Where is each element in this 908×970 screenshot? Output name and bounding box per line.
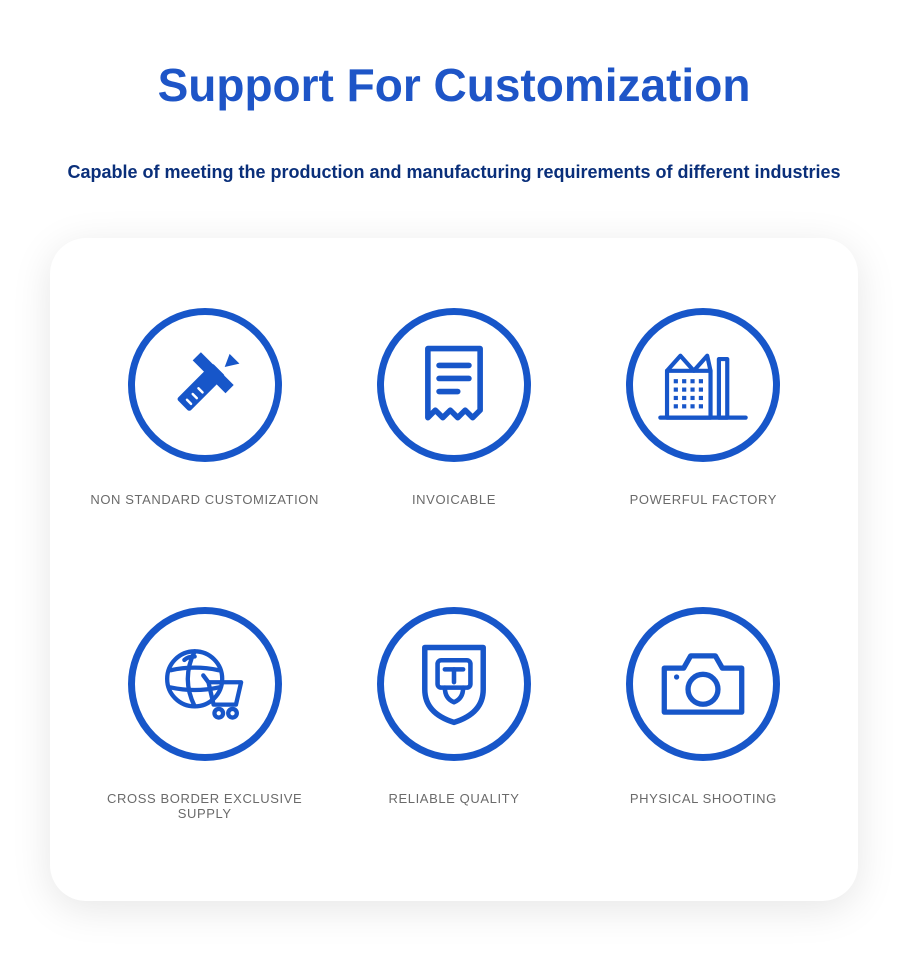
features-grid: NON STANDARD CUSTOMIZATION INVOICABLE (90, 308, 818, 821)
feature-shooting: PHYSICAL SHOOTING (589, 607, 818, 821)
feature-customization: NON STANDARD CUSTOMIZATION (90, 308, 319, 507)
feature-label: INVOICABLE (412, 492, 496, 507)
feature-label: NON STANDARD CUSTOMIZATION (90, 492, 319, 507)
factory-icon (657, 346, 749, 424)
pencil-ruler-icon (164, 344, 246, 426)
feature-circle (128, 308, 282, 462)
features-card: NON STANDARD CUSTOMIZATION INVOICABLE (50, 238, 858, 901)
globe-cart-icon (162, 644, 248, 724)
feature-circle (377, 607, 531, 761)
feature-circle (626, 308, 780, 462)
page-title: Support For Customization (30, 58, 878, 112)
feature-quality: RELIABLE QUALITY (339, 607, 568, 821)
feature-factory: POWERFUL FACTORY (589, 308, 818, 507)
camera-icon (659, 648, 747, 720)
feature-label: CROSS BORDER EXCLUSIVE SUPPLY (90, 791, 319, 821)
feature-label: POWERFUL FACTORY (630, 492, 777, 507)
feature-label: RELIABLE QUALITY (389, 791, 520, 806)
page-subtitle: Capable of meeting the production and ma… (30, 162, 878, 183)
feature-circle (626, 607, 780, 761)
page-container: Support For Customization Capable of mee… (0, 0, 908, 941)
feature-circle (377, 308, 531, 462)
feature-circle (128, 607, 282, 761)
shield-seal-icon (417, 642, 491, 726)
feature-invoicable: INVOICABLE (339, 308, 568, 507)
feature-cross-border: CROSS BORDER EXCLUSIVE SUPPLY (90, 607, 319, 821)
feature-label: PHYSICAL SHOOTING (630, 791, 777, 806)
receipt-icon (416, 343, 492, 427)
